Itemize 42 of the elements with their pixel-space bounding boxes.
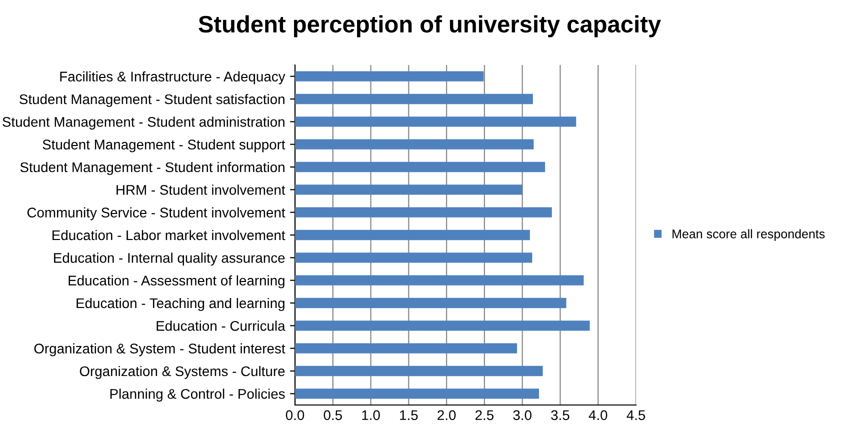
x-tick-label: 1.5: [400, 410, 418, 420]
chart-title: Student perception of university capacity: [198, 15, 661, 38]
y-tick-label: Organization & Systems - Culture: [80, 366, 285, 379]
x-tick-label: 4.0: [588, 410, 608, 420]
x-tick-label: 4.5: [626, 410, 646, 420]
bar: [295, 298, 566, 308]
bar: [295, 71, 484, 82]
y-tick-label: Education - Assessment of learning: [68, 275, 284, 288]
bar: [295, 184, 522, 195]
y-tick-label: Student Management - Student support: [42, 139, 286, 152]
bar: [295, 230, 530, 240]
y-tick-label: Community Service - Student involvement: [27, 207, 286, 220]
x-tick-label: 0.0: [286, 410, 304, 420]
x-tick-label: 0.5: [324, 410, 342, 420]
y-tick-label: Facilities & Infrastructure - Adequacy: [60, 71, 286, 84]
bar: [295, 252, 532, 263]
bar: [295, 94, 533, 104]
x-tick-label: 1.0: [362, 410, 380, 420]
bar: [295, 116, 576, 127]
y-tick-label: Student Management - Student information: [20, 162, 284, 175]
x-tick-label: 2.0: [438, 410, 456, 420]
bar: [295, 207, 552, 218]
y-tick-label: HRM - Student involvement: [116, 184, 286, 195]
y-tick-label: Education - Internal quality assurance: [54, 252, 285, 266]
x-tick-label: 2.5: [475, 410, 494, 420]
y-tick-label: Student Management - Student satisfaction: [20, 94, 284, 107]
y-tick-label: Education - Labor market involvement: [52, 230, 286, 240]
bar: [295, 343, 518, 354]
x-tick-label: 3.5: [551, 410, 570, 420]
bar: [295, 388, 540, 399]
y-tick-label: Student Management - Student administration: [2, 116, 284, 130]
bar: [295, 275, 584, 286]
y-tick-label: Planning & Control - Policies: [110, 388, 285, 402]
bar: [295, 366, 543, 376]
bar: [295, 320, 590, 331]
x-tick-label: 3.0: [513, 410, 532, 420]
y-tick-label: Education - Teaching and learning: [76, 298, 284, 311]
y-tick-label: Education - Curricula: [156, 320, 286, 331]
y-tick-label: Organization & System - Student interest: [34, 343, 286, 356]
bar: [295, 162, 546, 172]
bar: [295, 139, 534, 150]
legend-label: Mean score all respondents: [672, 229, 825, 241]
